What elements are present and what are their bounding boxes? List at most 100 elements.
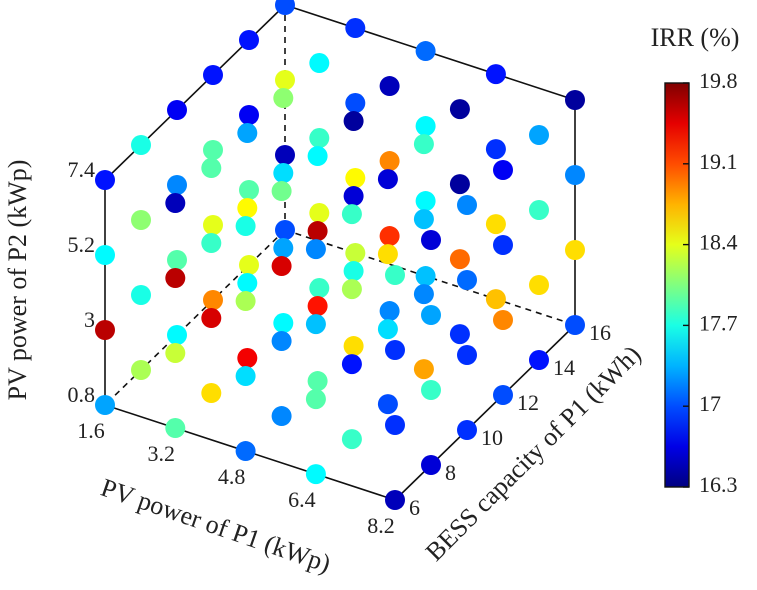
data-point (377, 169, 398, 190)
y-tick-label: 10 (481, 425, 503, 450)
z-tick-label: 5.2 (68, 232, 96, 257)
data-point (165, 418, 186, 439)
data-point (413, 359, 434, 380)
data-point (235, 291, 256, 312)
data-point (529, 275, 549, 295)
axis-frame (284, 229, 576, 326)
data-point (307, 146, 328, 167)
data-point (345, 243, 366, 264)
data-point (305, 389, 326, 410)
data-point (485, 289, 506, 310)
data-point (421, 230, 441, 250)
data-point (413, 209, 434, 230)
axis-frame (394, 324, 576, 501)
axis-frame (104, 229, 286, 406)
data-point (449, 249, 470, 270)
data-point (167, 100, 187, 120)
data-point (271, 331, 292, 352)
data-point (485, 64, 506, 85)
data-point (203, 215, 223, 235)
data-point (415, 191, 436, 212)
data-point (203, 140, 223, 160)
x-tick-label: 3.2 (148, 441, 176, 466)
data-point (203, 65, 223, 85)
data-point (309, 278, 330, 299)
data-point (385, 340, 405, 360)
data-point (167, 325, 187, 345)
x-tick-label: 8.2 (367, 513, 395, 538)
data-point (343, 186, 364, 207)
y-tick-label: 8 (445, 460, 456, 485)
data-point (95, 395, 115, 415)
data-point (201, 233, 222, 254)
x-tick-label: 6.4 (288, 487, 316, 512)
z-axis-label: PV power of P2 (kWp) (3, 160, 32, 401)
data-point (131, 210, 151, 230)
data-point (449, 324, 470, 345)
data-point (449, 99, 470, 120)
data-point (309, 53, 330, 74)
data-point (421, 455, 441, 475)
colorbar-tick-label: 16.3 (699, 472, 738, 497)
data-point (305, 464, 326, 485)
data-point (167, 175, 187, 195)
data-point (273, 238, 294, 259)
colorbar-tick-label: 19.8 (699, 68, 738, 93)
data-point (203, 290, 223, 310)
colorbar-tick-label: 17 (699, 391, 721, 416)
data-point (529, 350, 549, 370)
data-point (165, 268, 186, 289)
data-point (271, 406, 292, 427)
colorbar-tick-label: 18.4 (699, 230, 738, 255)
data-point (379, 151, 400, 172)
data-point (485, 139, 506, 160)
data-point (341, 429, 362, 450)
data-point (413, 284, 434, 305)
data-point (275, 145, 295, 165)
data-point (237, 123, 258, 144)
data-point (273, 163, 294, 184)
data-point (307, 221, 328, 242)
data-point (565, 315, 585, 335)
data-point (239, 255, 259, 275)
x-tick-label: 1.6 (77, 418, 105, 443)
data-point (379, 226, 400, 247)
data-point (377, 394, 398, 415)
data-point (345, 168, 366, 189)
data-point (385, 490, 405, 510)
data-point (493, 385, 513, 405)
data-point (131, 360, 151, 380)
data-point (95, 245, 115, 265)
data-point (201, 308, 222, 329)
data-point (415, 266, 436, 287)
data-point (457, 195, 477, 215)
data-point (529, 200, 549, 220)
data-point (449, 174, 470, 195)
z-tick-label: 0.8 (68, 382, 96, 407)
data-point (379, 301, 400, 322)
data-point (385, 415, 405, 435)
data-point (131, 135, 151, 155)
data-point (457, 345, 477, 365)
y-tick-label: 6 (409, 495, 420, 520)
data-point (341, 279, 362, 300)
data-point (421, 380, 441, 400)
data-point (485, 214, 506, 235)
data-point (413, 134, 434, 155)
y-tick-label: 16 (589, 320, 611, 345)
data-point (343, 336, 364, 357)
data-point (565, 90, 585, 110)
data-point (345, 18, 366, 39)
data-point (341, 354, 362, 375)
data-point (415, 41, 436, 62)
data-point (493, 160, 513, 180)
data-point (377, 319, 398, 340)
data-point (565, 165, 585, 185)
data-point (131, 285, 151, 305)
axis-frame (104, 4, 286, 181)
colorbar-title: IRR (%) (651, 23, 740, 52)
data-point (239, 30, 259, 50)
data-point (343, 111, 364, 132)
y-tick-label: 12 (517, 390, 539, 415)
